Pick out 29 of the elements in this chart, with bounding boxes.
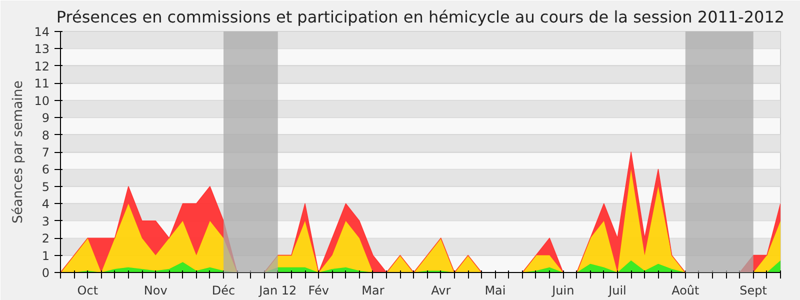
- y-tick-label: 6: [42, 162, 50, 177]
- x-tick-label: Mar: [362, 284, 384, 298]
- y-tick-label: 10: [34, 94, 50, 108]
- x-tick-label: Fév: [308, 284, 329, 298]
- y-tick-label: 12: [34, 59, 50, 74]
- y-tick-label: 13: [34, 42, 50, 56]
- y-tick-label: 0: [42, 266, 50, 280]
- x-tick-label: Août: [672, 284, 700, 298]
- y-tick-label: 8: [42, 128, 50, 142]
- x-tick-label: Déc: [212, 284, 236, 298]
- y-tick-label: 3: [42, 214, 50, 228]
- y-tick-label: 2: [42, 232, 50, 246]
- y-tick-label: 5: [42, 180, 50, 194]
- x-tick-label: Juin: [551, 284, 574, 298]
- chart-title: Présences en commissions et participation en hémicycle au cours de la session 2011-2012: [56, 8, 785, 26]
- y-tick-label: 4: [42, 197, 50, 212]
- x-tick-label: Jan 12: [258, 284, 297, 298]
- x-tick-label: Juil: [608, 284, 626, 298]
- y-tick-label: 9: [42, 111, 50, 126]
- y-tick-label: 1: [42, 248, 50, 263]
- x-tick-label: Mai: [484, 284, 506, 298]
- y-tick-label: 7: [42, 146, 50, 160]
- y-tick-label: 14: [34, 25, 50, 39]
- x-tick-label: Oct: [77, 284, 98, 298]
- x-tick-label: Avr: [431, 284, 451, 298]
- y-axis-title: Séances par semaine: [11, 80, 26, 224]
- y-tick-label: 11: [34, 76, 50, 91]
- x-tick-label: Nov: [144, 284, 168, 298]
- x-tick-label: Sept: [740, 284, 768, 298]
